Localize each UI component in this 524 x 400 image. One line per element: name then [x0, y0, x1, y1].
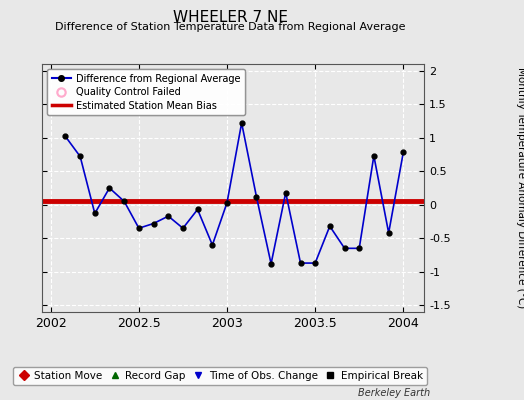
Legend: Difference from Regional Average, Quality Control Failed, Estimated Station Mean: Difference from Regional Average, Qualit…	[47, 69, 245, 115]
Text: WHEELER 7 NE: WHEELER 7 NE	[173, 10, 288, 25]
Text: Difference of Station Temperature Data from Regional Average: Difference of Station Temperature Data f…	[56, 22, 406, 32]
Legend: Station Move, Record Gap, Time of Obs. Change, Empirical Break: Station Move, Record Gap, Time of Obs. C…	[13, 367, 427, 385]
Text: Monthly Temperature Anomaly Difference (°C): Monthly Temperature Anomaly Difference (…	[516, 67, 524, 309]
Text: Berkeley Earth: Berkeley Earth	[357, 388, 430, 398]
